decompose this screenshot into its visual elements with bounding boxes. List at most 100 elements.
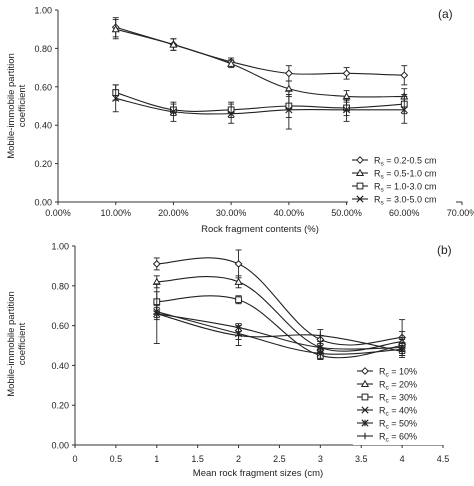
y-axis-label-line: Mobile-immobile partition — [6, 291, 17, 397]
legend-label-rest: = 0.2-0.5 cm — [384, 156, 437, 166]
series-6 — [153, 283, 406, 358]
legend-label-sub: c — [386, 437, 390, 444]
y-tick-label: 0.60 — [34, 82, 52, 92]
legend-label-sub: c — [386, 385, 390, 392]
x-axis-label: Rock fragment contents (%) — [201, 224, 319, 235]
legend-marker — [356, 195, 364, 203]
y-axis-label: Mobile-immobile partitioncoefficient — [6, 291, 28, 397]
x-tick-label: 40.00% — [274, 208, 305, 218]
data-point — [235, 296, 242, 304]
legend-marker — [360, 379, 370, 388]
legend-marker — [356, 182, 364, 190]
series-4 — [112, 84, 408, 130]
legend-label-main: R — [379, 432, 386, 442]
legend-label: Rc = 10% — [379, 367, 417, 379]
series-3 — [112, 84, 408, 118]
legend-marker — [361, 406, 369, 414]
legend-item: Rc = 10% — [357, 367, 417, 379]
legend-marker — [361, 432, 369, 440]
series-line — [156, 257, 403, 346]
y-axis-label-line: Mobile-immobile partition — [6, 53, 17, 159]
data-point — [169, 108, 178, 116]
y-tick-label: 0.40 — [34, 121, 52, 131]
series-line — [115, 97, 405, 115]
x-tick-label: 70.00% — [447, 208, 474, 218]
x-tick-label: 0.5 — [110, 454, 123, 464]
legend-label-sub: c — [386, 424, 390, 431]
legend-label-main: R — [374, 156, 381, 166]
data-point — [285, 106, 293, 114]
series-1 — [152, 249, 407, 356]
legend-label: Rc = 30% — [379, 393, 417, 405]
y-tick-label: 0.80 — [51, 281, 69, 291]
legend-marker — [361, 393, 369, 401]
y-tick-label: 0.40 — [51, 361, 69, 371]
legend-item: Rs = 1.0-3.0 cm — [352, 182, 437, 194]
data-point — [234, 260, 243, 268]
legend-label: Rs = 0.5-1.0 cm — [374, 169, 437, 181]
x-tick-label: 2 — [236, 454, 241, 464]
data-point — [112, 94, 120, 102]
legend-label: Rs = 0.2-0.5 cm — [374, 156, 437, 168]
x-tick-label: 1.5 — [191, 454, 204, 464]
legend-background — [353, 363, 461, 445]
legend-label-rest: = 30% — [389, 393, 417, 403]
panel-label: (b) — [437, 243, 452, 257]
legend-label: Rs = 1.0-3.0 cm — [374, 182, 437, 194]
y-axis-label: Mobile-immobile partitioncoefficient — [6, 53, 28, 159]
legend-marker — [356, 156, 364, 164]
legend-item: Rs = 0.2-0.5 cm — [352, 156, 437, 168]
data-point — [400, 71, 409, 80]
y-tick-label: 0.80 — [34, 44, 52, 54]
legend-marker — [355, 168, 365, 177]
legend-label: Rc = 50% — [379, 419, 417, 431]
x-axis-label: Mean rock fragment sizes (cm) — [193, 468, 323, 479]
x-tick-label: 1 — [154, 454, 159, 464]
legend-item: Rs = 3.0-5.0 cm — [352, 195, 437, 207]
legend-item: Rs = 0.5-1.0 cm — [352, 169, 437, 181]
data-point — [234, 277, 243, 285]
x-tick-label: 10.00% — [100, 208, 131, 218]
y-tick-label: 0.00 — [51, 441, 69, 451]
legend-label-sub: c — [386, 372, 390, 379]
data-point — [235, 332, 242, 339]
series-line — [156, 295, 403, 359]
y-tick-label: 0.00 — [34, 198, 52, 208]
series-2 — [152, 275, 407, 354]
legend-label-sub: s — [381, 187, 385, 194]
x-tick-label: 30.00% — [216, 208, 247, 218]
data-point — [316, 349, 324, 358]
legend-label-main: R — [379, 367, 386, 377]
data-point — [284, 69, 293, 78]
legend-label: Rs = 3.0-5.0 cm — [374, 195, 437, 207]
legend-label-main: R — [374, 195, 381, 205]
series-line — [115, 92, 405, 112]
legend-label-main: R — [379, 380, 386, 390]
series-line — [156, 311, 403, 355]
x-tick-label: 0 — [72, 454, 77, 464]
series-line — [115, 28, 405, 98]
x-tick-label: 3.5 — [355, 454, 368, 464]
data-point — [227, 110, 235, 118]
data-point — [342, 106, 351, 114]
legend-label-main: R — [374, 169, 381, 179]
legend-label: Rc = 60% — [379, 432, 417, 444]
data-point — [227, 59, 236, 67]
legend-label-sub: s — [381, 174, 385, 181]
panel-label: (a) — [438, 7, 453, 21]
data-point — [342, 69, 351, 78]
series-2 — [111, 19, 409, 105]
series-line — [115, 26, 405, 76]
legend-label-sub: c — [386, 398, 390, 405]
series-line — [156, 313, 403, 350]
x-tick-label: 4 — [400, 454, 405, 464]
legend-label-sub: s — [381, 161, 385, 168]
data-point — [398, 348, 406, 355]
series-line — [156, 313, 403, 353]
panel-b: 0.00 0.20 0.40 0.60 0.80 1.00 0 0.5 1 1.5 2 2.5 3 3.5… — [6, 242, 461, 479]
series-1 — [111, 17, 409, 86]
y-tick-label: 1.00 — [34, 6, 52, 16]
legend-label: Rc = 20% — [379, 380, 417, 392]
